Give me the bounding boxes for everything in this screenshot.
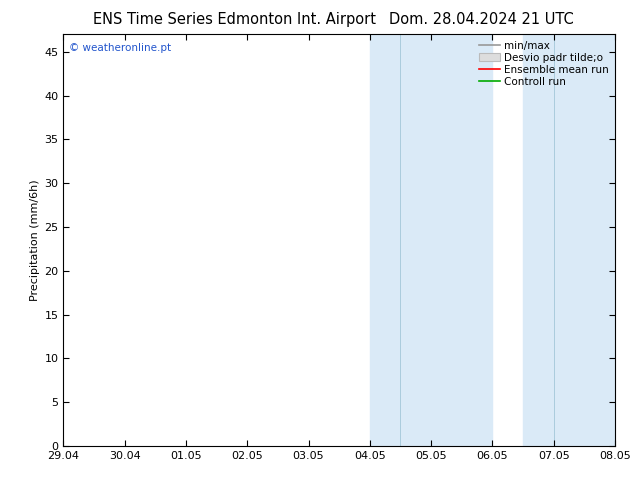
Bar <box>523 34 615 446</box>
Y-axis label: Precipitation (mm/6h): Precipitation (mm/6h) <box>30 179 40 301</box>
Bar <box>370 34 493 446</box>
Legend: min/max, Desvio padr tilde;o, Ensemble mean run, Controll run: min/max, Desvio padr tilde;o, Ensemble m… <box>476 37 612 90</box>
Text: © weatheronline.pt: © weatheronline.pt <box>69 43 171 52</box>
Text: Dom. 28.04.2024 21 UTC: Dom. 28.04.2024 21 UTC <box>389 12 574 27</box>
Text: ENS Time Series Edmonton Int. Airport: ENS Time Series Edmonton Int. Airport <box>93 12 376 27</box>
